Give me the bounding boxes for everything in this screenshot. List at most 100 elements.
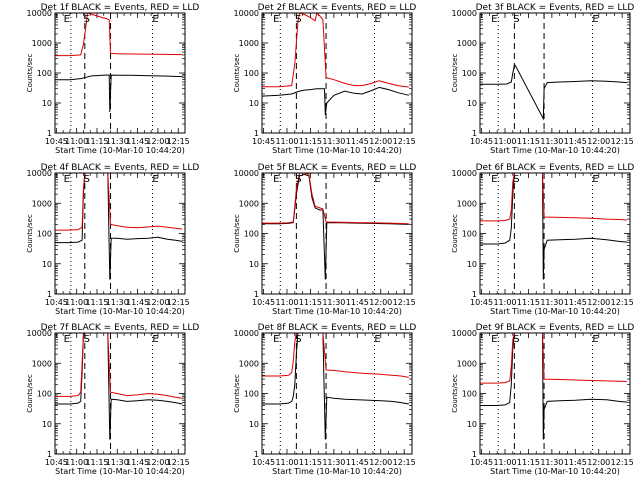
series-line-lld	[262, 333, 409, 378]
marker-label-e-start: E	[64, 174, 70, 185]
x-tick-label: 10:45	[45, 298, 68, 307]
x-tick-label: 11:00	[65, 298, 88, 307]
y-tick-label: 1000	[32, 199, 52, 208]
y-tick-label: 100	[244, 390, 259, 399]
x-tick-label: 12:00	[369, 137, 392, 146]
marker-label-e-end: E	[152, 174, 158, 185]
x-tick-label: 11:30	[106, 298, 129, 307]
plot-frame	[54, 332, 186, 455]
y-tick-label: 10000	[27, 9, 52, 18]
marker-label-s: S	[513, 14, 519, 25]
y-tick-label: 1000	[32, 359, 52, 368]
marker-label-e-start: E	[491, 174, 497, 185]
plot-frame	[54, 172, 186, 295]
chart-panel-9: Det 9f BLACK = Events, RED = LLD 1 10 100 10…	[451, 323, 634, 476]
plot-frame	[261, 332, 413, 455]
marker-label-e-end: E	[592, 174, 598, 185]
marker-label-e-start: E	[273, 334, 279, 345]
chart-title: Det 5f BLACK = Events, RED = LLD	[258, 163, 417, 173]
series-line-events	[55, 74, 183, 113]
x-tick-label: 11:00	[275, 298, 298, 307]
y-tick-label: 10	[42, 420, 52, 429]
x-axis-label: Start Time (10-Mar-10 10:44:20)	[490, 307, 620, 316]
x-tick-label: 12:00	[587, 137, 610, 146]
series-line-events	[480, 173, 627, 280]
x-tick-label: 11:45	[564, 298, 587, 307]
y-tick-label: 10000	[452, 329, 477, 338]
x-tick-label: 12:15	[611, 137, 634, 146]
marker-label-s: S	[295, 334, 301, 345]
x-tick-label: 11:45	[346, 458, 369, 467]
x-tick-label: 11:00	[493, 137, 516, 146]
marker-label-s: S	[84, 174, 90, 185]
x-tick-label: 10:45	[252, 458, 275, 467]
plot-frame	[479, 172, 631, 295]
series-group	[55, 333, 183, 440]
x-axis-label: Start Time (10-Mar-10 10:44:20)	[490, 146, 620, 155]
series-group	[262, 13, 410, 115]
chart-title: Det 6f BLACK = Events, RED = LLD	[476, 163, 635, 173]
plot-frame	[261, 12, 413, 134]
y-tick-label: 1	[254, 129, 259, 138]
series-group	[55, 173, 183, 280]
marker-label-e-end: E	[374, 14, 380, 25]
x-tick-label: 11:45	[346, 137, 369, 146]
x-axis-label: Start Time (10-Mar-10 10:44:20)	[55, 467, 185, 476]
series-line-events	[55, 173, 183, 280]
x-tick-label: 11:30	[540, 137, 563, 146]
y-tick-label: 1000	[457, 199, 477, 208]
y-tick-label: 100	[462, 69, 477, 78]
marker-label-e-end: E	[374, 174, 380, 185]
y-tick-label: 10	[42, 99, 52, 108]
y-tick-label: 10	[467, 99, 477, 108]
series-line-events	[480, 64, 627, 121]
x-tick-label: 12:15	[611, 458, 634, 467]
plot-frame	[479, 332, 631, 455]
y-tick-label: 1000	[239, 199, 259, 208]
x-tick-label: 11:15	[85, 458, 108, 467]
marker-label-s: S	[513, 174, 519, 185]
chart-panel-1: Det 1f BLACK = Events, RED = LLD 1 10 100 10…	[26, 3, 199, 155]
x-tick-label: 11:45	[126, 137, 149, 146]
y-tick-label: 10	[249, 420, 259, 429]
y-tick-label: 10000	[234, 9, 259, 18]
x-tick-label: 11:15	[85, 137, 108, 146]
x-tick-label: 10:45	[470, 137, 493, 146]
chart-title: Det 7f BLACK = Events, RED = LLD	[41, 323, 200, 333]
x-tick-label: 11:15	[299, 298, 322, 307]
x-tick-label: 11:15	[517, 298, 540, 307]
y-tick-label: 10	[467, 420, 477, 429]
y-axis-label: Counts/sec	[451, 374, 459, 413]
chart-title: Det 8f BLACK = Events, RED = LLD	[258, 323, 417, 333]
chart-title: Det 3f BLACK = Events, RED = LLD	[476, 3, 635, 13]
chart-title: Det 4f BLACK = Events, RED = LLD	[41, 163, 200, 173]
x-tick-label: 12:00	[587, 458, 610, 467]
series-line-lld	[55, 333, 183, 399]
series-group	[262, 333, 409, 440]
x-tick-label: 10:45	[252, 137, 275, 146]
x-tick-label: 12:15	[611, 298, 634, 307]
x-tick-label: 10:45	[45, 137, 68, 146]
x-tick-label: 11:15	[85, 298, 108, 307]
y-tick-label: 10000	[27, 169, 52, 178]
x-tick-label: 12:15	[167, 458, 190, 467]
marker-label-e-end: E	[374, 334, 380, 345]
x-tick-label: 12:00	[369, 298, 392, 307]
y-tick-label: 10000	[452, 9, 477, 18]
y-axis-label: Counts/sec	[233, 374, 241, 413]
x-axis-label: Start Time (10-Mar-10 10:44:20)	[272, 307, 402, 316]
series-group	[480, 333, 627, 440]
x-tick-label: 11:30	[322, 458, 345, 467]
plot-frame	[261, 172, 413, 295]
y-tick-label: 1000	[32, 39, 52, 48]
x-axis-label: Start Time (10-Mar-10 10:44:20)	[490, 467, 620, 476]
y-tick-label: 1	[47, 450, 52, 459]
y-axis-label: Counts/sec	[233, 214, 241, 253]
y-tick-label: 10	[249, 260, 259, 269]
plot-frame	[54, 12, 186, 134]
series-line-events	[55, 333, 183, 440]
x-tick-label: 11:30	[106, 137, 129, 146]
y-tick-label: 100	[244, 230, 259, 239]
x-axis-label: Start Time (10-Mar-10 10:44:20)	[272, 146, 402, 155]
x-tick-label: 11:30	[540, 458, 563, 467]
